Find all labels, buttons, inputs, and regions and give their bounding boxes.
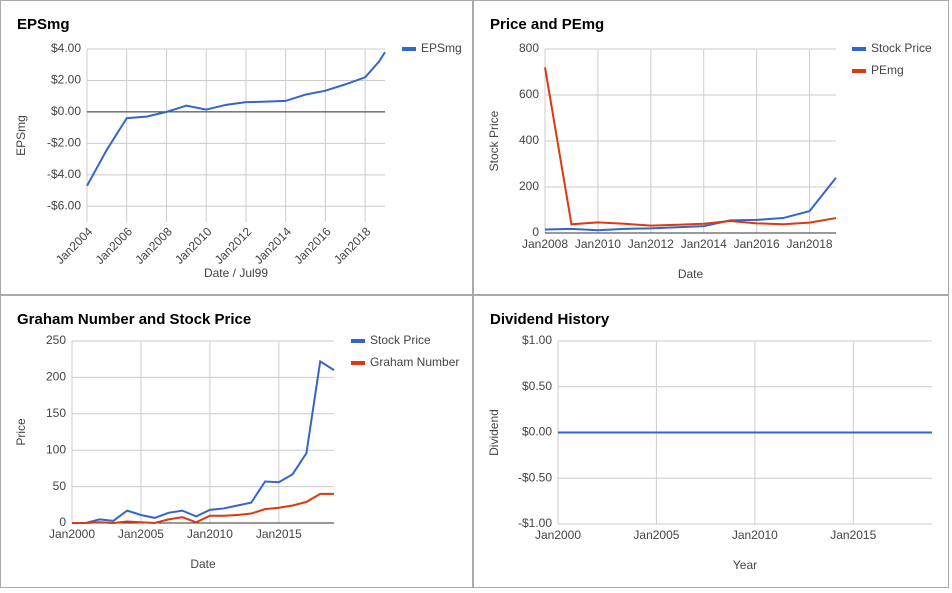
- x-axis-label: Year: [733, 558, 757, 572]
- y-tick-label: 0: [532, 225, 539, 239]
- legend-label: Graham Number: [370, 355, 459, 369]
- legend-label: PEmg: [871, 63, 904, 77]
- panel-border: [0, 295, 473, 588]
- legend-label: EPSmg: [421, 41, 462, 55]
- y-tick-label: -$6.00: [47, 198, 81, 212]
- x-tick-label: Jan2015: [830, 528, 876, 542]
- x-tick-label: Jan2015: [256, 527, 302, 541]
- x-tick-label: Jan2010: [732, 528, 778, 542]
- y-tick-label: $1.00: [522, 333, 552, 347]
- x-axis-label: Date / Jul99: [204, 266, 268, 280]
- y-tick-label: 0: [59, 515, 66, 529]
- x-tick-label: Jan2010: [172, 224, 215, 267]
- x-tick-label: Jan2010: [575, 237, 621, 251]
- legend-swatch: [351, 339, 365, 343]
- legend-swatch: [402, 47, 416, 51]
- x-tick-label: Jan2004: [53, 224, 96, 267]
- y-tick-label: 600: [519, 87, 539, 101]
- y-tick-label: $0.00: [522, 425, 552, 439]
- y-tick-label: $4.00: [51, 41, 81, 55]
- x-tick-label: Jan2010: [187, 527, 233, 541]
- y-tick-label: -$4.00: [47, 167, 81, 181]
- x-tick-label: Jan2006: [93, 224, 136, 267]
- y-axis-label: Stock Price: [487, 110, 501, 171]
- y-tick-label: 50: [53, 479, 67, 493]
- x-tick-label: Jan2005: [633, 528, 679, 542]
- y-tick-label: $0.00: [51, 104, 81, 118]
- series-line: [72, 359, 335, 524]
- y-tick-label: 200: [46, 370, 66, 384]
- x-tick-label: Jan2016: [291, 224, 334, 267]
- chart-title: Price and PEmg: [490, 16, 604, 33]
- chart-title: Dividend History: [490, 311, 610, 328]
- y-tick-label: -$2.00: [47, 136, 81, 150]
- x-tick-label: Jan2000: [535, 528, 581, 542]
- x-tick-label: Jan2008: [522, 237, 568, 251]
- x-tick-label: Jan2012: [212, 224, 255, 267]
- legend-label: Stock Price: [370, 333, 431, 347]
- series-line: [544, 177, 837, 232]
- y-tick-label: 150: [46, 406, 66, 420]
- legend-label: Stock Price: [871, 41, 932, 55]
- series-line: [544, 67, 837, 227]
- x-tick-label: Jan2000: [49, 527, 95, 541]
- legend-swatch: [852, 47, 866, 51]
- y-axis-label: Dividend: [487, 409, 501, 456]
- chart-title: EPSmg: [17, 16, 70, 33]
- y-tick-label: 400: [519, 133, 539, 147]
- x-tick-label: Jan2018: [331, 224, 374, 267]
- x-tick-label: Jan2014: [252, 224, 295, 267]
- x-axis-label: Date: [678, 267, 704, 281]
- x-tick-label: Jan2012: [628, 237, 674, 251]
- x-tick-label: Jan2016: [734, 237, 780, 251]
- x-axis-label: Date: [190, 557, 216, 571]
- y-tick-label: $2.00: [51, 73, 81, 87]
- series-line: [72, 492, 334, 525]
- y-tick-label: -$1.00: [518, 516, 552, 530]
- x-tick-label: Jan2014: [681, 237, 727, 251]
- y-tick-label: 250: [46, 333, 66, 347]
- y-tick-label: 100: [46, 442, 66, 456]
- panel-border: [0, 0, 473, 295]
- legend-swatch: [351, 361, 365, 365]
- x-tick-label: Jan2005: [118, 527, 164, 541]
- y-tick-label: 800: [519, 41, 539, 55]
- y-axis-label: EPSmg: [14, 115, 28, 156]
- y-tick-label: -$0.50: [518, 470, 552, 484]
- y-axis-label: Price: [14, 418, 28, 446]
- panel-border: [473, 0, 949, 295]
- x-tick-label: Jan2018: [787, 237, 833, 251]
- series-line: [86, 51, 386, 187]
- legend-swatch: [852, 69, 866, 73]
- x-tick-label: Jan2008: [132, 224, 175, 267]
- panel-border: [473, 295, 949, 588]
- chart-title: Graham Number and Stock Price: [17, 311, 251, 328]
- y-tick-label: 200: [519, 179, 539, 193]
- y-tick-label: $0.50: [522, 379, 552, 393]
